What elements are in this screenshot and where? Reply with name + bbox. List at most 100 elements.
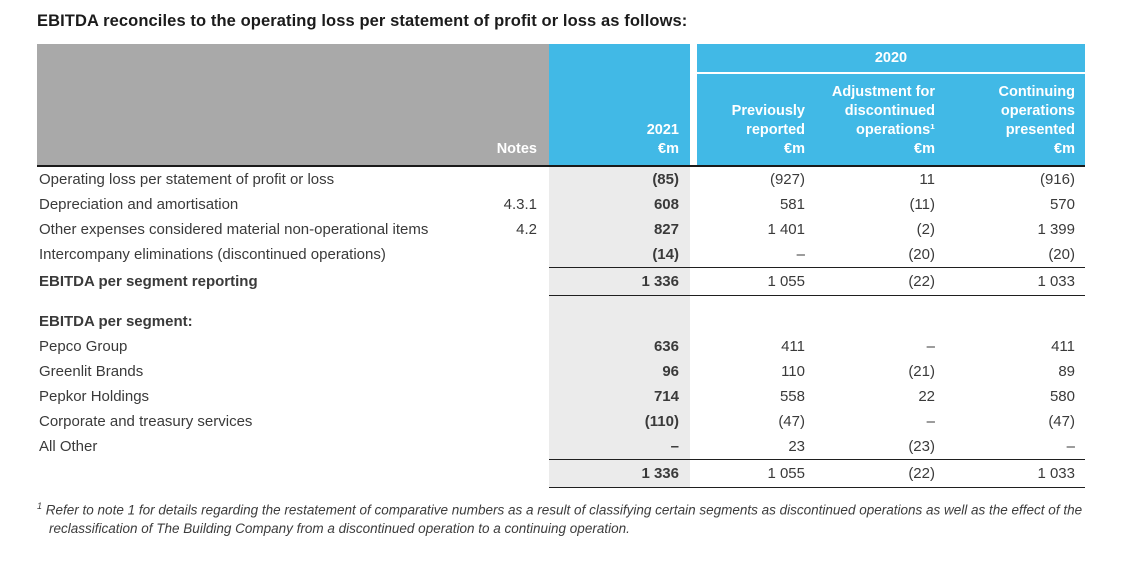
column-header-2021: 2021 €m — [549, 44, 690, 165]
row-value-2021: 636 — [549, 334, 690, 359]
row-value-previously-reported: 1 055 — [697, 459, 815, 488]
row-column-gap — [690, 267, 697, 296]
row-value-2021: 1 336 — [549, 459, 690, 488]
row-value-adjustment-discontinued: – — [926, 413, 935, 430]
row-value-2021 — [549, 309, 690, 334]
row-value-2021: (110) — [549, 409, 690, 434]
row-note — [479, 167, 549, 192]
row-value-adjustment-discontinued: (23) — [908, 438, 935, 455]
row-value-adjustment-discontinued — [815, 296, 945, 309]
row-value-previously-reported — [697, 309, 815, 334]
row-column-gap — [690, 167, 697, 192]
row-value-continuing-operations: (916) — [1039, 171, 1075, 188]
row-value-continuing-operations: – — [1066, 438, 1075, 455]
column-header-adjustment-discontinued: Adjustment for discontinued operations¹ … — [815, 74, 945, 165]
row-column-gap — [690, 309, 697, 334]
row-value-continuing-operations — [945, 309, 1085, 334]
row-value-previously-reported: (47) — [778, 413, 805, 430]
row-value-continuing-operations: (47) — [1048, 413, 1075, 430]
row-note: 4.2 — [516, 221, 537, 238]
row-value-previously-reported: 1 401 — [767, 221, 805, 238]
page-title: EBITDA reconciles to the operating loss … — [37, 12, 688, 30]
table-row: EBITDA per segment: — [37, 309, 1085, 334]
notes-column-header: Notes — [496, 141, 537, 157]
row-value-continuing-operations: 1 033 — [945, 459, 1085, 488]
row-value-continuing-operations: 1 033 — [945, 267, 1085, 296]
row-note — [479, 409, 549, 434]
row-value-continuing-operations: 580 — [1049, 388, 1075, 405]
row-value-2021: 1 336 — [549, 267, 690, 296]
row-label: Corporate and treasury services — [39, 413, 253, 430]
row-note — [479, 242, 549, 267]
table-row: Intercompany eliminations (discontinued … — [37, 242, 1085, 267]
column-header-unit: €m — [1054, 141, 1075, 157]
row-value-adjustment-discontinued: (21) — [908, 363, 935, 380]
reconciliation-table: Notes 2021 €m 2020 Previously reported €… — [37, 44, 1085, 488]
row-value-2021: – — [549, 434, 690, 459]
row-column-gap — [690, 242, 697, 267]
table-row: Pepco Group 636 411 – 411 — [37, 334, 1085, 359]
row-column-gap — [690, 434, 697, 459]
table-row: Operating loss per statement of profit o… — [37, 167, 1085, 192]
row-label: Greenlit Brands — [39, 363, 144, 380]
row-value-adjustment-discontinued: (2) — [916, 221, 935, 238]
row-label: EBITDA per segment reporting — [39, 273, 258, 290]
subcolumn-headers-2020: Previously reported €m Adjustment for di… — [697, 74, 1085, 165]
row-value-adjustment-discontinued: (11) — [909, 196, 935, 213]
row-label: Operating loss per statement of profit o… — [39, 171, 335, 188]
row-column-gap — [690, 217, 697, 242]
row-value-previously-reported: 558 — [779, 388, 805, 405]
table-body: Operating loss per statement of profit o… — [37, 167, 1085, 488]
row-note — [479, 267, 549, 296]
row-value-adjustment-discontinued: 22 — [918, 388, 935, 405]
row-note — [479, 459, 549, 488]
row-value-previously-reported: 581 — [779, 196, 805, 213]
row-note — [479, 384, 549, 409]
group-header-2020: 2020 — [697, 44, 1085, 72]
footnote-text: Refer to note 1 for details regarding th… — [45, 502, 1083, 537]
row-label: Other expenses considered material non-o… — [39, 221, 429, 238]
row-value-continuing-operations: 570 — [1049, 196, 1075, 213]
column-header-previously-reported: Previously reported €m — [697, 74, 815, 165]
row-note — [479, 309, 549, 334]
row-note — [479, 434, 549, 459]
row-label: Intercompany eliminations (discontinued … — [39, 246, 386, 263]
row-value-previously-reported — [697, 296, 815, 309]
row-value-continuing-operations: 411 — [1051, 338, 1075, 355]
row-value-2021 — [549, 296, 690, 309]
row-note — [479, 359, 549, 384]
row-value-2021: 827 — [549, 217, 690, 242]
row-value-2021: (85) — [549, 167, 690, 192]
column-header-title: Adjustment for discontinued operations¹ — [831, 84, 935, 138]
row-value-adjustment-discontinued: 11 — [919, 171, 935, 188]
row-label: Pepkor Holdings — [39, 388, 150, 405]
row-value-adjustment-discontinued: (20) — [908, 246, 935, 263]
footnote-marker: 1 — [37, 501, 43, 511]
row-value-2021: 714 — [549, 384, 690, 409]
column-header-unit: €m — [784, 141, 805, 157]
table-row — [37, 296, 1085, 309]
row-label — [37, 459, 479, 488]
row-label: Pepco Group — [39, 338, 128, 355]
table-row: Corporate and treasury services (110) (4… — [37, 409, 1085, 434]
row-label: All Other — [39, 438, 98, 455]
row-note: 4.3.1 — [503, 196, 537, 213]
table-row: EBITDA per segment reporting 1 336 1 055… — [37, 267, 1085, 296]
column-header-title: Previously reported — [731, 103, 805, 138]
column-group-2020: 2020 Previously reported €m Adjustment f… — [697, 44, 1085, 165]
row-label: EBITDA per segment: — [39, 313, 193, 330]
row-column-gap — [690, 296, 697, 309]
row-note — [479, 296, 549, 309]
row-column-gap — [690, 409, 697, 434]
row-value-adjustment-discontinued: – — [926, 338, 935, 355]
row-value-continuing-operations: (20) — [1048, 246, 1075, 263]
row-label — [37, 296, 479, 309]
table-header: Notes 2021 €m 2020 Previously reported €… — [37, 44, 1085, 167]
row-column-gap — [690, 192, 697, 217]
row-column-gap — [690, 334, 697, 359]
row-value-2021: 608 — [549, 192, 690, 217]
table-row: Other expenses considered material non-o… — [37, 217, 1085, 242]
row-value-adjustment-discontinued: (22) — [815, 267, 945, 296]
row-value-continuing-operations — [945, 296, 1085, 309]
column-header-2021-year: 2021 — [646, 122, 679, 138]
